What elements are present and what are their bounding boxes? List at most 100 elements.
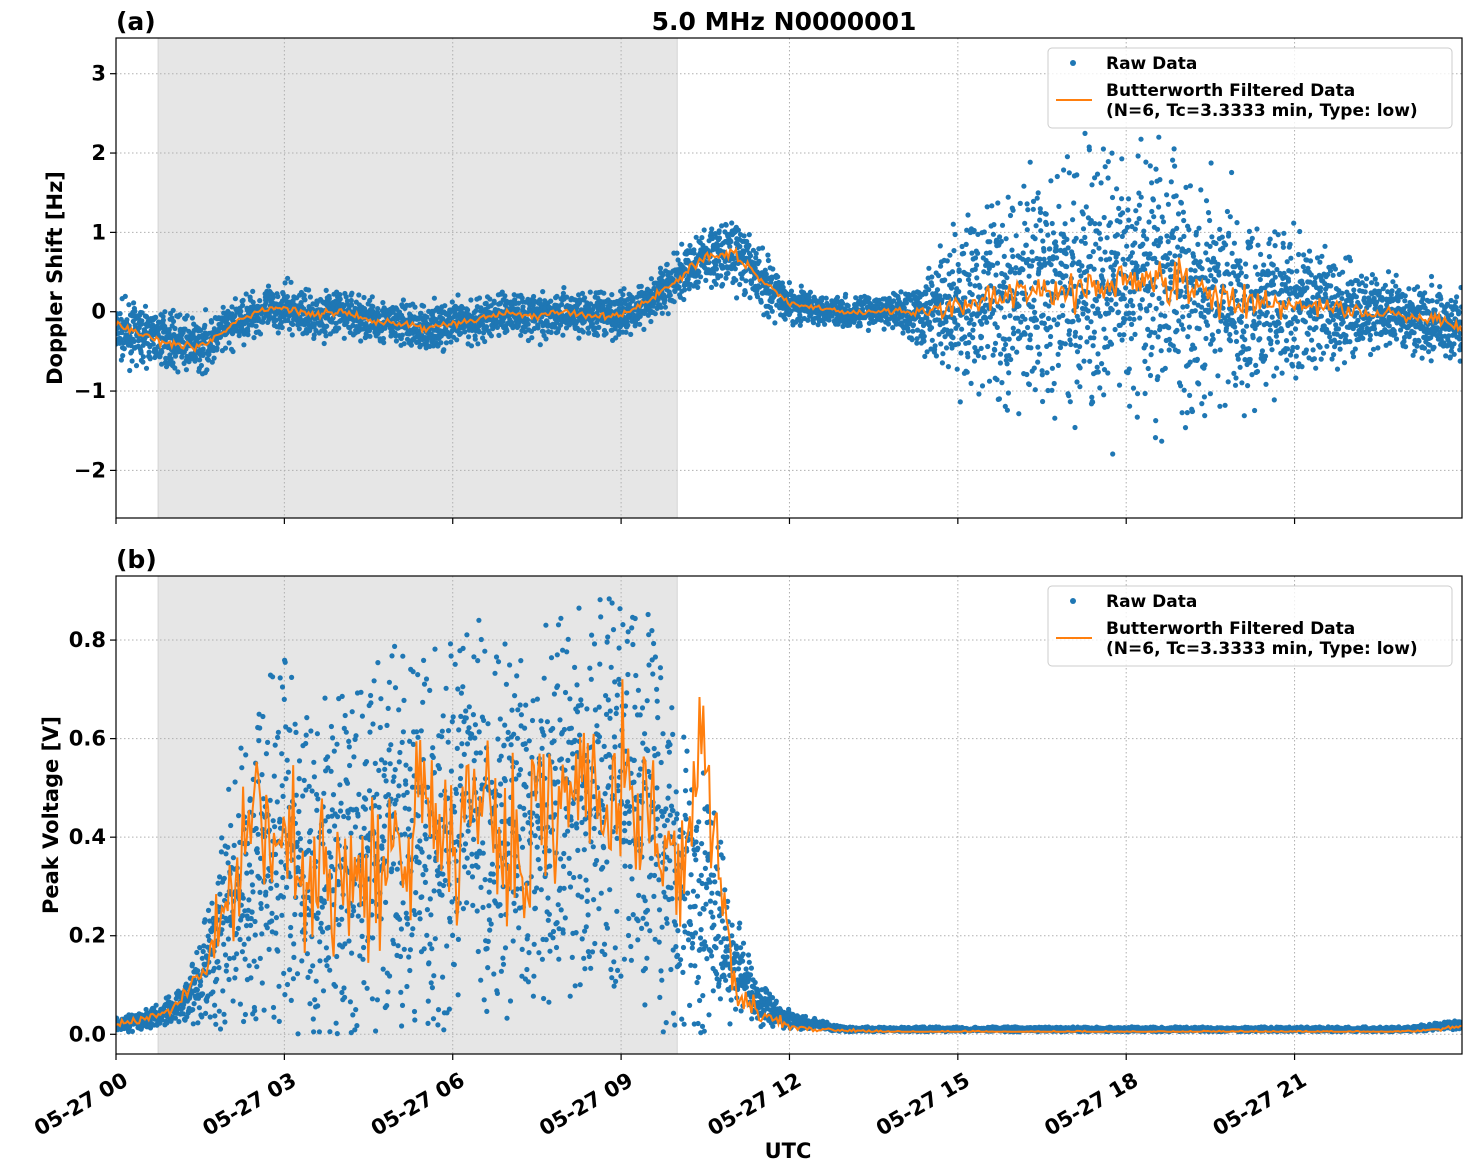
raw-data-point — [1328, 283, 1334, 289]
raw-data-point — [1045, 315, 1052, 322]
raw-data-point — [250, 288, 256, 294]
raw-data-point — [625, 322, 631, 328]
raw-data-point — [1178, 200, 1184, 206]
data-layer — [116, 130, 1462, 457]
raw-data-point — [1330, 272, 1336, 278]
raw-data-point — [1320, 350, 1327, 356]
raw-data-point — [959, 243, 965, 250]
raw-data-point — [1003, 341, 1009, 348]
raw-data-point — [985, 343, 991, 350]
raw-data-point — [1262, 353, 1269, 359]
raw-data-point — [782, 316, 788, 322]
raw-data-point — [959, 326, 965, 332]
raw-data-point — [805, 317, 811, 323]
raw-data-point — [637, 321, 643, 327]
raw-data-point — [1073, 235, 1079, 241]
raw-data-point — [200, 350, 207, 356]
raw-data-point — [944, 258, 950, 264]
raw-data-point — [1309, 337, 1315, 343]
raw-data-point — [691, 250, 697, 256]
raw-data-point — [1029, 249, 1035, 255]
raw-data-point — [949, 345, 955, 351]
raw-data-point — [183, 367, 189, 373]
raw-data-point — [1090, 343, 1096, 349]
raw-data-point — [172, 353, 179, 359]
raw-data-point — [1134, 414, 1140, 420]
raw-data-point — [168, 356, 174, 362]
raw-data-point — [1149, 208, 1155, 215]
raw-data-point — [126, 302, 132, 308]
raw-data-point — [963, 315, 970, 321]
raw-data-point — [1289, 269, 1295, 275]
raw-data-point — [1037, 217, 1043, 223]
raw-data-point — [928, 325, 935, 331]
raw-data-point — [1147, 302, 1153, 308]
raw-data-point — [127, 367, 133, 374]
raw-data-point — [230, 348, 236, 355]
raw-data-point — [448, 339, 454, 345]
raw-data-point — [496, 332, 502, 338]
raw-data-point — [1043, 211, 1049, 217]
raw-data-point — [1034, 324, 1040, 330]
raw-data-point — [1375, 345, 1381, 351]
raw-data-point — [192, 354, 199, 360]
raw-data-point — [243, 291, 249, 297]
raw-data-point — [1104, 235, 1110, 241]
raw-data-point — [1004, 275, 1010, 281]
raw-data-point — [956, 277, 963, 283]
raw-data-point — [1347, 339, 1353, 345]
raw-data-point — [1324, 343, 1330, 349]
raw-data-point — [1202, 413, 1208, 419]
raw-data-point — [1350, 354, 1357, 360]
raw-data-point — [1090, 399, 1096, 405]
raw-data-point — [878, 317, 884, 323]
raw-data-point — [623, 329, 629, 335]
raw-data-point — [1284, 346, 1291, 352]
raw-data-point — [1064, 236, 1070, 242]
raw-data-point — [531, 293, 537, 300]
raw-data-point — [1390, 279, 1396, 285]
raw-data-point — [1194, 356, 1200, 362]
raw-data-point — [1022, 316, 1028, 322]
raw-data-point — [1299, 364, 1305, 370]
raw-data-point — [257, 298, 263, 304]
raw-data-point — [170, 307, 176, 313]
raw-data-point — [995, 200, 1001, 206]
raw-data-point — [329, 319, 335, 325]
raw-data-point — [418, 310, 424, 316]
raw-data-point — [950, 335, 956, 341]
raw-data-point — [1082, 240, 1088, 246]
raw-data-point — [1283, 338, 1290, 344]
raw-data-point — [660, 272, 666, 278]
raw-data-point — [1235, 356, 1241, 362]
raw-data-point — [979, 383, 986, 389]
raw-data-point — [1171, 146, 1177, 152]
raw-data-point — [1205, 278, 1211, 284]
raw-data-point — [1385, 269, 1392, 275]
raw-data-point — [1156, 295, 1162, 301]
raw-data-point — [540, 289, 546, 295]
raw-data-point — [1115, 251, 1121, 257]
raw-data-point — [360, 326, 366, 332]
raw-data-point — [1048, 178, 1054, 184]
raw-data-point — [711, 270, 717, 276]
raw-data-point — [1097, 385, 1103, 391]
raw-data-point — [974, 275, 980, 281]
raw-data-point — [1065, 245, 1071, 251]
raw-data-point — [996, 396, 1003, 402]
raw-data-point — [1096, 230, 1102, 236]
raw-data-point — [1054, 255, 1060, 261]
raw-data-point — [866, 320, 873, 326]
raw-data-point — [468, 297, 474, 303]
raw-data-point — [1070, 217, 1076, 223]
raw-data-point — [1291, 336, 1297, 342]
raw-data-point — [1022, 331, 1028, 337]
raw-data-point — [934, 287, 941, 293]
raw-data-point — [482, 338, 488, 345]
raw-data-point — [302, 297, 308, 303]
raw-data-point — [1207, 217, 1213, 224]
raw-data-point — [1371, 326, 1378, 332]
raw-data-point — [1204, 322, 1211, 328]
raw-data-point — [1130, 310, 1136, 316]
raw-data-point — [1004, 407, 1011, 413]
